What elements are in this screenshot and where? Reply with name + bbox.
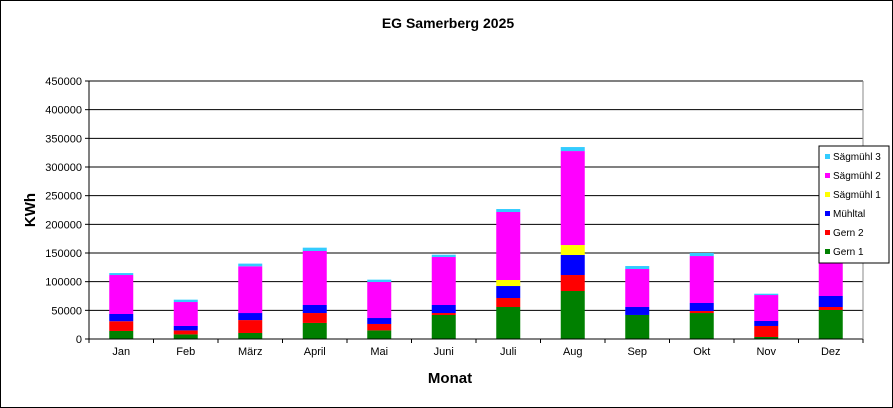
y-tick-label: 0 <box>76 334 82 346</box>
bar-segment-s-gm-hl-2 <box>109 275 134 315</box>
legend-label: Sägmühl 1 <box>833 190 881 201</box>
bar-segment-gern-2 <box>367 323 392 331</box>
bar-segment-s-gm-hl-3 <box>496 209 521 213</box>
bar-segment-gern-2 <box>496 298 521 308</box>
x-axis-label: Monat <box>428 370 472 387</box>
bar-segment-gern-1 <box>109 330 134 339</box>
bar-segment-s-gm-hl-2 <box>173 302 198 326</box>
bar-segment-gern-2 <box>818 307 843 310</box>
x-tick-label: Okt <box>693 346 710 358</box>
bar-segment-gern-2 <box>431 313 456 315</box>
bar-segment-gern-1 <box>173 334 198 339</box>
bar-segment-s-gm-hl-2 <box>367 282 392 319</box>
bar-segment-s-gm-hl-3 <box>560 147 585 152</box>
y-tick-label: 400000 <box>45 105 82 117</box>
legend-label: Gern 2 <box>833 228 864 239</box>
bar-segment-s-gm-hl-3 <box>109 273 134 276</box>
bar-segment-m-hltal <box>302 305 327 314</box>
bar-segment-s-gm-hl-3 <box>173 299 198 303</box>
bar-segment-s-gm-hl-2 <box>689 256 714 303</box>
y-axis-label: KWh <box>22 193 39 227</box>
bar-segment-m-hltal <box>754 320 779 326</box>
bar-segment-s-gm-hl-2 <box>560 151 585 246</box>
legend-box <box>818 145 890 264</box>
bar-segment-gern-1 <box>560 291 585 339</box>
bar-segment-s-gm-hl-2 <box>238 266 263 314</box>
bar-segment-s-gm-hl-3 <box>238 263 263 267</box>
bar-segment-s-gm-hl-3 <box>367 279 392 283</box>
bar-segment-s-gm-hl-3 <box>625 266 650 269</box>
legend-swatch <box>825 154 830 159</box>
y-tick-label: 200000 <box>45 219 82 231</box>
bar-segment-gern-2 <box>238 320 263 333</box>
bar-segment-s-gm-hl-2 <box>431 257 456 306</box>
y-tick-label: 150000 <box>45 248 82 260</box>
x-tick-label: Juni <box>434 346 454 358</box>
y-tick-label: 350000 <box>45 133 82 145</box>
x-tick-label: Mai <box>370 346 388 358</box>
x-tick-label: April <box>304 346 326 358</box>
bar-segment-s-gm-hl-2 <box>496 212 521 281</box>
x-tick-label: Dez <box>821 346 841 358</box>
bar-segment-gern-1 <box>818 309 843 339</box>
legend-label: Mühltal <box>833 209 865 220</box>
chart-title: EG Samerberg 2025 <box>382 15 515 31</box>
bar-segment-s-gm-hl-1 <box>496 280 521 287</box>
bar-segment-gern-1 <box>367 330 392 339</box>
legend-label: Sägmühl 3 <box>833 152 881 163</box>
bar-segment-gern-2 <box>302 313 327 323</box>
bar-segment-s-gm-hl-3 <box>689 253 714 257</box>
bar-segment-gern-1 <box>754 336 779 339</box>
bar-segment-m-hltal <box>367 318 392 324</box>
x-tick-label: März <box>238 346 262 358</box>
bar-segment-s-gm-hl-3 <box>431 254 456 258</box>
bar-segment-m-hltal <box>238 313 263 321</box>
bar-segment-s-gm-hl-1 <box>560 245 585 256</box>
x-tick-label: Jan <box>112 346 130 358</box>
bar-segment-gern-1 <box>302 322 327 339</box>
x-tick-label: Nov <box>756 346 776 358</box>
bar-segment-gern-1 <box>431 314 456 339</box>
y-tick-label: 300000 <box>45 162 82 174</box>
y-tick-label: 50000 <box>51 305 82 317</box>
bar-segment-gern-2 <box>754 325 779 337</box>
y-tick-label: 100000 <box>45 277 82 289</box>
bar-segment-m-hltal <box>496 286 521 299</box>
bar-segment-gern-2 <box>560 275 585 292</box>
bar-segment-s-gm-hl-2 <box>302 250 327 306</box>
bar-segment-gern-2 <box>173 330 198 335</box>
bar-segment-m-hltal <box>173 325 198 331</box>
legend-swatch <box>825 211 830 216</box>
x-tick-label: Sep <box>627 346 647 358</box>
bar-segment-m-hltal <box>689 302 714 312</box>
legend-swatch <box>825 192 830 197</box>
legend-swatch <box>825 173 830 178</box>
bar-segment-gern-1 <box>238 332 263 339</box>
bar-segment-m-hltal <box>818 296 843 308</box>
legend-swatch <box>825 230 830 235</box>
legend-swatch <box>825 249 830 254</box>
bar-segment-gern-2 <box>689 311 714 314</box>
x-tick-label: Aug <box>563 346 583 358</box>
legend-label: Sägmühl 2 <box>833 171 881 182</box>
bar-segment-m-hltal <box>560 255 585 276</box>
y-tick-label: 450000 <box>45 76 82 88</box>
bar-segment-gern-2 <box>109 321 134 331</box>
bar-segment-m-hltal <box>109 314 134 322</box>
bar-segment-m-hltal <box>625 307 650 315</box>
bar-segment-s-gm-hl-2 <box>625 268 650 308</box>
bar-segment-s-gm-hl-3 <box>302 247 327 251</box>
bar-segment-s-gm-hl-2 <box>754 295 779 321</box>
bar-segment-gern-1 <box>689 313 714 339</box>
bar-segment-gern-1 <box>625 314 650 339</box>
x-tick-label: Feb <box>176 346 195 358</box>
bar-segment-m-hltal <box>431 305 456 314</box>
y-tick-label: 250000 <box>45 191 82 203</box>
x-tick-label: Juli <box>500 346 517 358</box>
bar-segment-s-gm-hl-3 <box>754 293 779 296</box>
bar-segment-gern-1 <box>496 307 521 339</box>
legend-label: Gern 1 <box>833 247 864 258</box>
